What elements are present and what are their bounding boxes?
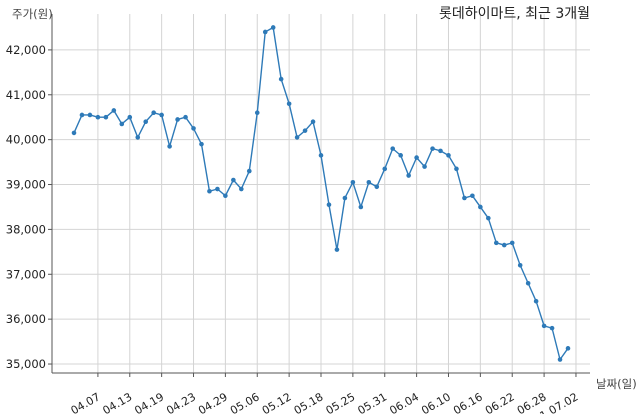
- x-tick-label: 05.06: [228, 390, 262, 414]
- data-point: [191, 126, 196, 131]
- data-point: [119, 121, 125, 127]
- data-point: [374, 184, 380, 190]
- data-point: [215, 186, 220, 192]
- data-point: [111, 108, 117, 113]
- y-axis-title: 주가(원): [12, 7, 53, 21]
- data-point: [135, 135, 141, 140]
- data-point: [127, 114, 133, 120]
- x-tick-label: 04.19: [132, 390, 166, 414]
- data-point: [278, 76, 284, 82]
- x-tick-label: 06.04: [387, 390, 421, 414]
- y-tick-label: 39,000: [6, 178, 46, 192]
- data-point: [446, 153, 451, 158]
- data-point: [525, 280, 531, 286]
- data-point: [557, 357, 563, 362]
- data-point: [358, 204, 364, 210]
- data-point: [310, 119, 316, 124]
- data-point: [103, 114, 109, 120]
- y-tick-label: 35,000: [6, 357, 46, 371]
- x-tick-label: 04.29: [196, 390, 230, 414]
- data-point: [493, 240, 499, 246]
- data-point: [239, 186, 244, 192]
- data-point: [286, 101, 292, 107]
- data-point: [231, 177, 236, 183]
- x-tick-label: 05.25: [324, 390, 358, 414]
- x-tick-label: 04.23: [164, 390, 198, 414]
- x-tick-label: 04.13: [100, 390, 134, 414]
- data-point: [438, 148, 443, 154]
- data-point: [95, 114, 101, 120]
- x-tick-label: 06.16: [451, 390, 485, 414]
- data-point: [207, 188, 212, 194]
- data-point: [270, 25, 276, 30]
- data-point: [509, 240, 515, 246]
- data-point: [430, 146, 435, 151]
- y-tick-label: 42,000: [6, 43, 46, 57]
- data-point: [350, 179, 356, 185]
- data-point: [79, 112, 85, 118]
- data-point: [167, 144, 172, 149]
- data-point: [390, 146, 396, 151]
- data-point: [549, 325, 555, 331]
- data-point: [87, 112, 93, 118]
- x-tick-label: 06.22: [483, 390, 517, 414]
- data-point: [486, 215, 491, 221]
- y-tick-label: 36,000: [6, 312, 46, 326]
- data-point: [422, 164, 427, 169]
- data-point: [159, 112, 164, 118]
- grid-layer: [52, 14, 590, 373]
- y-tick-label: 37,000: [6, 267, 46, 281]
- data-point: [470, 193, 475, 199]
- x-tick-label: 05.18: [292, 390, 326, 414]
- data-point: [302, 128, 308, 133]
- data-point: [318, 153, 324, 158]
- x-tick-label: 05.31: [355, 390, 389, 414]
- data-point: [262, 29, 268, 35]
- y-tick-label: 41,000: [6, 88, 46, 102]
- data-point: [246, 168, 252, 174]
- data-point: [406, 173, 411, 178]
- data-point: [454, 166, 459, 172]
- data-point: [143, 119, 149, 124]
- data-point: [382, 166, 388, 172]
- data-point: [517, 263, 523, 268]
- series-layer: [71, 25, 571, 362]
- data-point: [462, 195, 467, 201]
- data-point: [334, 247, 340, 252]
- data-point: [254, 110, 260, 116]
- data-point: [151, 110, 156, 116]
- data-point: [326, 202, 332, 208]
- data-point: [71, 130, 77, 136]
- x-axis-title: 날짜(일): [596, 377, 637, 391]
- data-point: [533, 298, 539, 304]
- data-point: [366, 179, 372, 185]
- data-point: [541, 323, 547, 329]
- data-point: [294, 135, 300, 140]
- y-tick-label: 40,000: [6, 133, 46, 147]
- data-point: [199, 141, 204, 147]
- data-point: [478, 204, 483, 210]
- y-tick-label: 38,000: [6, 222, 46, 236]
- x-tick-label: 05.12: [260, 390, 294, 414]
- data-point: [501, 242, 507, 248]
- x-tick-label: 04.07: [69, 390, 103, 414]
- x-tick-label: 06.10: [419, 390, 453, 414]
- chart-title: 롯데하이마트, 최근 3개월: [439, 6, 590, 22]
- data-point: [398, 153, 403, 158]
- data-point: [414, 155, 419, 160]
- data-point: [183, 114, 188, 120]
- data-point: [342, 195, 348, 201]
- axis-layer: 35,000 36,000 37,000 38,000 39,000 40,000 41,0…: [6, 14, 590, 418]
- data-point: [223, 193, 228, 199]
- data-point: [175, 117, 180, 122]
- data-point: [565, 346, 571, 351]
